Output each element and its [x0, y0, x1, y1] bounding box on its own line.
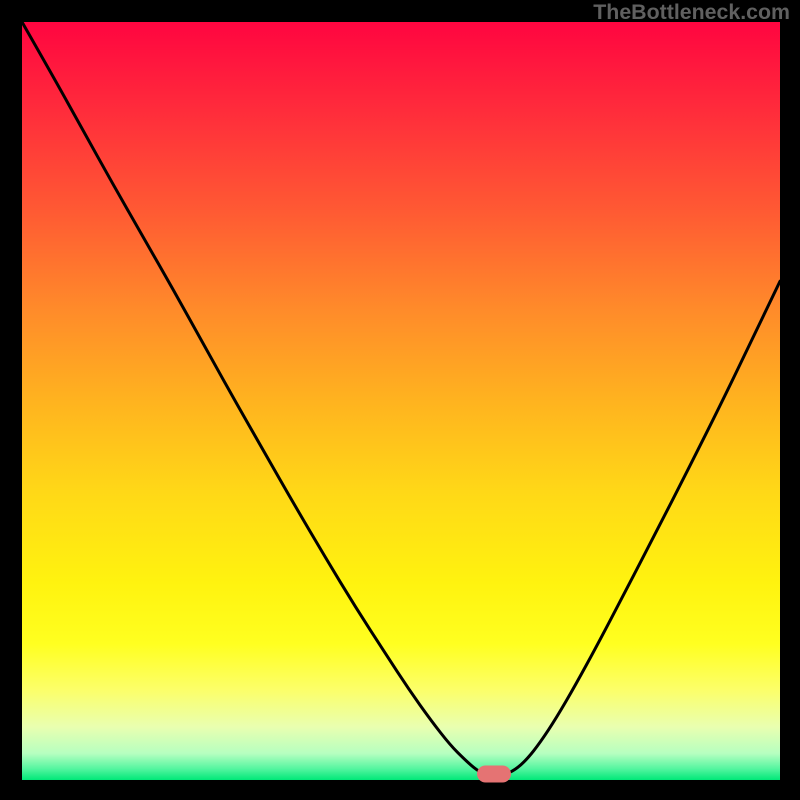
chart-container: TheBottleneck.com: [0, 0, 800, 800]
plot-area: [22, 22, 780, 780]
optimal-marker: [477, 765, 511, 782]
attribution-text: TheBottleneck.com: [593, 0, 790, 25]
bottleneck-curve: [22, 22, 780, 780]
